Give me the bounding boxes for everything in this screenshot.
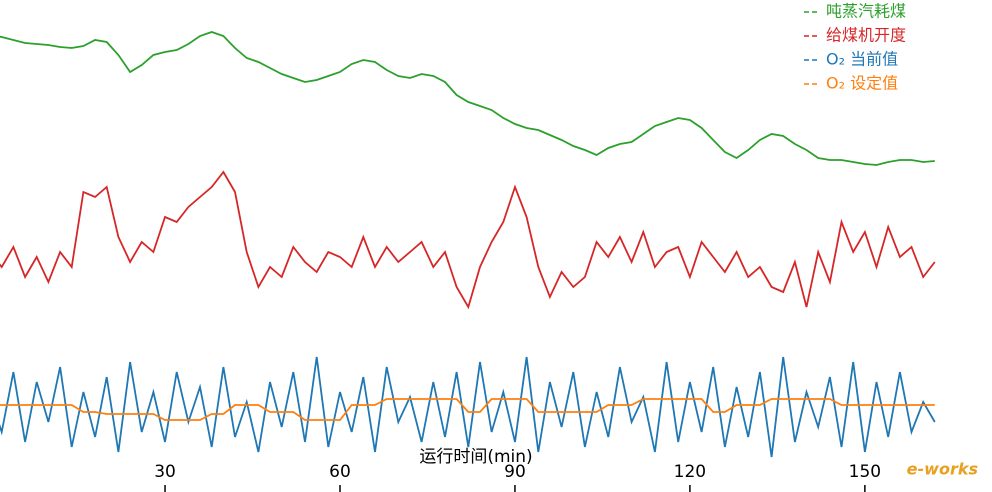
x-tick-label: 120 — [674, 462, 706, 482]
x-tick-label: 30 — [154, 462, 176, 482]
legend-label: O₂ 当前值 — [826, 50, 898, 69]
series-line — [0, 31, 935, 166]
watermark: e-works — [907, 460, 978, 479]
x-tick-label: 60 — [329, 462, 351, 482]
x-tick-label: 150 — [849, 462, 881, 482]
series-line — [0, 356, 936, 458]
series-line — [0, 170, 936, 310]
legend-label: 吨蒸汽耗煤 — [826, 2, 906, 21]
legend-label: O₂ 设定值 — [826, 74, 898, 93]
series-line — [0, 398, 935, 421]
x-tick-label: 90 — [504, 462, 526, 482]
x-axis-label: 运行时间(min) — [419, 447, 532, 467]
legend-label: 给煤机开度 — [826, 26, 906, 45]
